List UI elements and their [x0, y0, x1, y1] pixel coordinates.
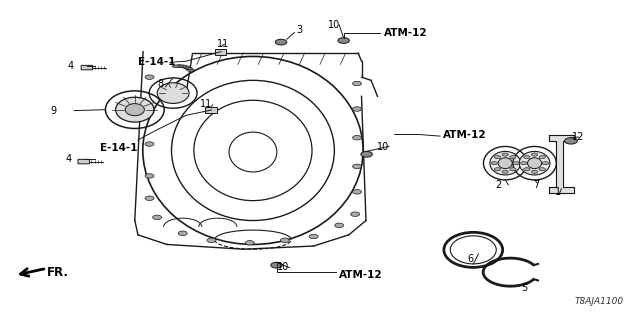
Text: 1: 1: [554, 187, 561, 197]
Circle shape: [539, 168, 545, 171]
Text: ATM-12: ATM-12: [443, 130, 486, 140]
Ellipse shape: [519, 151, 550, 175]
Text: 10: 10: [328, 20, 340, 30]
Circle shape: [353, 164, 362, 169]
Text: 6: 6: [467, 254, 473, 264]
Circle shape: [271, 262, 282, 268]
Circle shape: [335, 223, 344, 228]
Text: E-14-1: E-14-1: [100, 143, 137, 153]
Text: 8: 8: [157, 79, 163, 89]
Text: 9: 9: [50, 106, 56, 116]
Circle shape: [564, 138, 577, 144]
Circle shape: [502, 170, 508, 173]
Circle shape: [491, 162, 497, 165]
Ellipse shape: [116, 97, 154, 122]
FancyBboxPatch shape: [205, 108, 216, 113]
FancyBboxPatch shape: [214, 49, 226, 55]
Ellipse shape: [498, 158, 512, 169]
Circle shape: [531, 170, 538, 173]
Circle shape: [145, 110, 154, 115]
Circle shape: [524, 156, 530, 159]
Ellipse shape: [179, 65, 187, 68]
FancyBboxPatch shape: [78, 159, 90, 164]
Text: E-14-1: E-14-1: [138, 57, 175, 67]
Text: FR.: FR.: [47, 266, 68, 279]
Text: 10: 10: [376, 142, 388, 152]
Circle shape: [178, 231, 187, 236]
Circle shape: [275, 39, 287, 45]
Text: 4: 4: [65, 154, 72, 164]
Polygon shape: [548, 134, 574, 194]
Text: 5: 5: [521, 283, 527, 293]
Text: 11: 11: [200, 99, 212, 109]
Text: 3: 3: [296, 25, 303, 35]
FancyBboxPatch shape: [81, 65, 93, 70]
Text: 10: 10: [277, 262, 289, 272]
Ellipse shape: [172, 65, 180, 68]
Circle shape: [494, 168, 500, 171]
Ellipse shape: [182, 66, 189, 68]
Text: 7: 7: [532, 180, 539, 190]
Text: ATM-12: ATM-12: [384, 28, 428, 37]
Ellipse shape: [125, 104, 145, 116]
Text: 2: 2: [496, 180, 502, 190]
Circle shape: [361, 151, 372, 157]
Circle shape: [351, 212, 360, 216]
Text: 4: 4: [68, 61, 74, 71]
Circle shape: [338, 38, 349, 44]
Circle shape: [353, 190, 362, 194]
Ellipse shape: [175, 65, 183, 67]
Circle shape: [502, 153, 508, 156]
Circle shape: [542, 162, 548, 165]
Text: T8AJA1100: T8AJA1100: [574, 297, 623, 306]
Circle shape: [531, 153, 538, 156]
Text: ATM-12: ATM-12: [339, 270, 383, 280]
Circle shape: [245, 241, 254, 245]
Circle shape: [524, 168, 530, 171]
Circle shape: [280, 238, 289, 243]
Ellipse shape: [187, 69, 195, 71]
Circle shape: [207, 238, 216, 243]
Circle shape: [353, 107, 362, 111]
Ellipse shape: [185, 67, 193, 70]
Circle shape: [494, 156, 500, 159]
Circle shape: [520, 162, 527, 165]
Circle shape: [145, 174, 154, 178]
Circle shape: [309, 234, 318, 239]
Ellipse shape: [157, 83, 189, 103]
Circle shape: [513, 162, 519, 165]
Circle shape: [145, 196, 154, 200]
Text: 12: 12: [572, 132, 585, 142]
Circle shape: [353, 135, 362, 140]
Circle shape: [509, 168, 516, 171]
Circle shape: [153, 215, 162, 220]
Circle shape: [509, 156, 516, 159]
Ellipse shape: [527, 158, 541, 169]
Circle shape: [539, 156, 545, 159]
Text: 11: 11: [217, 39, 229, 49]
Circle shape: [353, 81, 362, 86]
Circle shape: [145, 142, 154, 146]
Circle shape: [145, 75, 154, 79]
Ellipse shape: [490, 151, 520, 175]
